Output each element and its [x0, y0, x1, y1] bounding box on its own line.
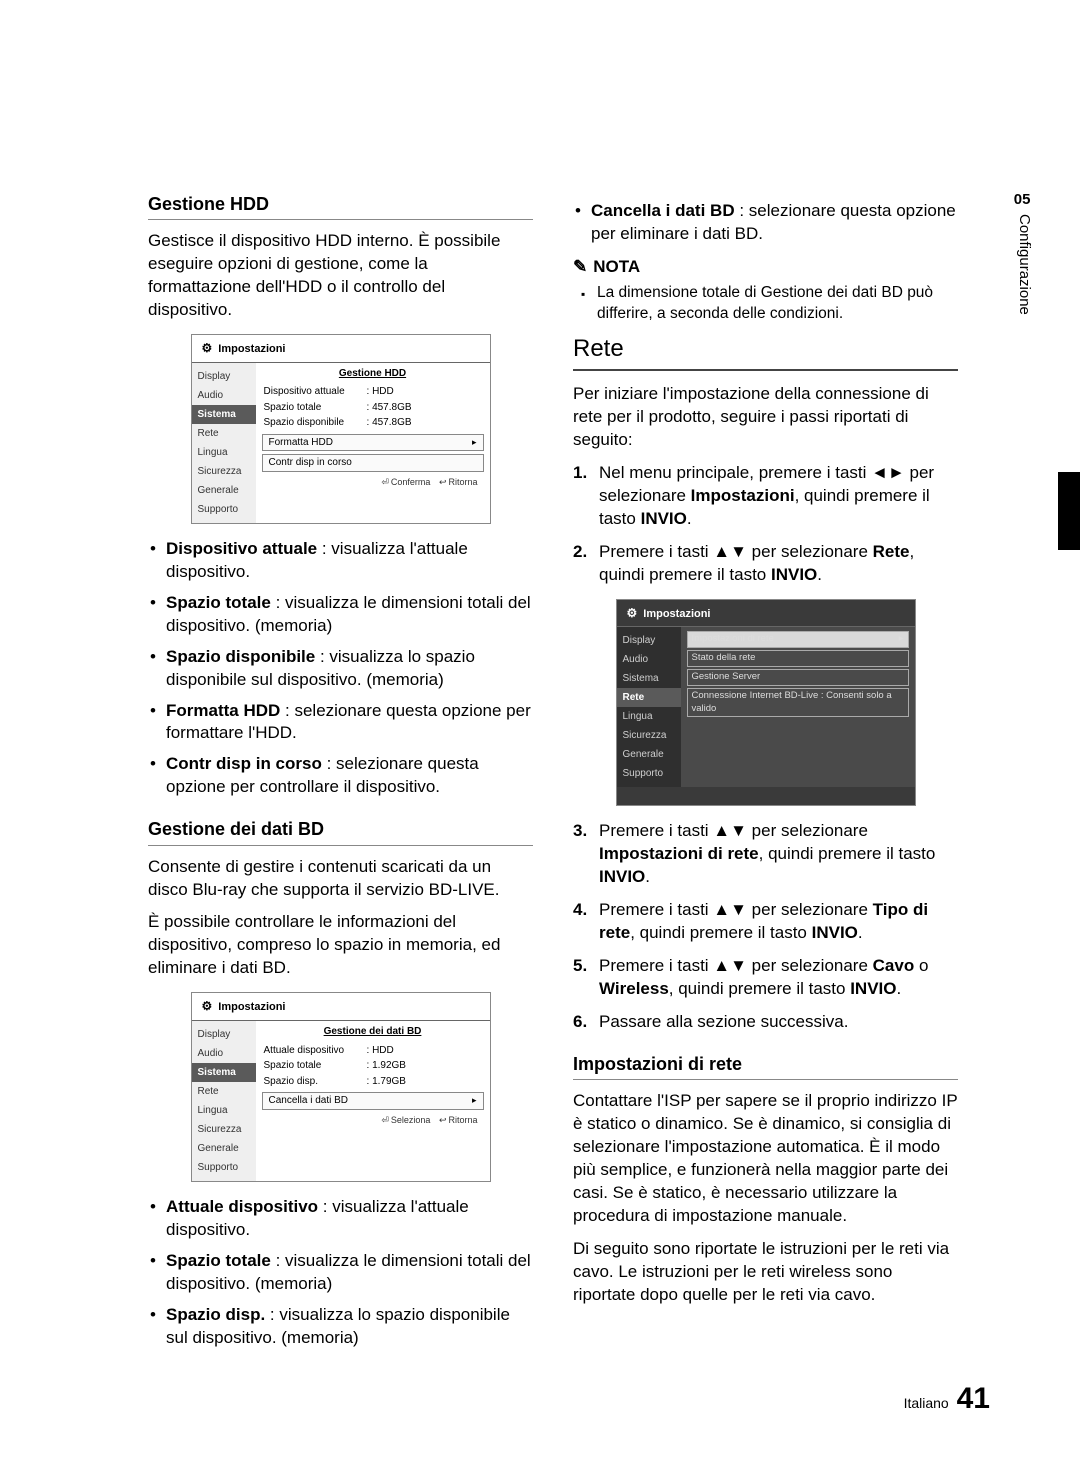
- list-item: Spazio disp. : visualizza lo spazio disp…: [148, 1304, 533, 1350]
- panel-footer: Seleziona Ritorna: [262, 1110, 484, 1132]
- panel-sidebar: DisplayAudioSistemaReteLinguaSicurezzaGe…: [192, 1021, 256, 1181]
- info-row: Spazio totale1.92GB: [262, 1058, 484, 1074]
- text-imp-2: Di seguito sono riportate le istruzioni …: [573, 1238, 958, 1307]
- bullet-list-bd: Attuale dispositivo : visualizza l'attua…: [148, 1196, 533, 1350]
- heading-gestione-hdd: Gestione HDD: [148, 192, 533, 220]
- chapter-number: 05: [1014, 190, 1034, 210]
- step-item: 5.Premere i tasti ▲▼ per selezionare Cav…: [573, 955, 958, 1001]
- right-column: Cancella i dati BD : selezionare questa …: [573, 190, 958, 1360]
- menu-option[interactable]: Connessione Internet BD-Live : Consenti …: [687, 688, 909, 718]
- sidebar-item[interactable]: Lingua: [617, 707, 681, 726]
- sidebar-item[interactable]: Display: [617, 631, 681, 650]
- steps-list-a: 1.Nel menu principale, premere i tasti ◄…: [573, 462, 958, 587]
- sidebar-item[interactable]: Rete: [192, 424, 256, 443]
- text-rete-intro: Per iniziare l'impostazione della connes…: [573, 383, 958, 452]
- info-row: Spazio disp.1.79GB: [262, 1074, 484, 1090]
- heading-impostazioni-rete: Impostazioni di rete: [573, 1052, 958, 1080]
- info-row: Spazio disponibile457.8GB: [262, 415, 484, 431]
- steps-list-b: 3.Premere i tasti ▲▼ per selezionare Imp…: [573, 820, 958, 1034]
- panel-gestione-hdd: Impostazioni DisplayAudioSistemaReteLing…: [191, 334, 491, 524]
- panel-button[interactable]: Formatta HDD: [262, 434, 484, 452]
- bullet-list-hdd: Dispositivo attuale : visualizza l'attua…: [148, 538, 533, 799]
- note-heading: NOTA: [573, 256, 958, 279]
- sidebar-item[interactable]: Sistema: [192, 405, 256, 424]
- step-item: 1.Nel menu principale, premere i tasti ◄…: [573, 462, 958, 531]
- sidebar-item[interactable]: Supporto: [192, 500, 256, 519]
- panel-button[interactable]: Contr disp in corso: [262, 454, 484, 472]
- sidebar-item[interactable]: Display: [192, 1025, 256, 1044]
- sidebar-item[interactable]: Lingua: [192, 1101, 256, 1120]
- sidebar-item[interactable]: Sicurezza: [192, 462, 256, 481]
- page-footer: Italiano 41: [904, 1379, 990, 1420]
- sidebar-item[interactable]: Audio: [617, 650, 681, 669]
- sidebar-item[interactable]: Audio: [192, 386, 256, 405]
- sidebar-item[interactable]: Generale: [192, 1139, 256, 1158]
- panel-rete: Impostazioni DisplayAudioSistemaReteLing…: [616, 599, 916, 807]
- list-item: Formatta HDD : selezionare questa opzion…: [148, 700, 533, 746]
- panel-heading: Gestione HDD: [262, 367, 484, 381]
- panel-main: Gestione HDD Dispositivo attualeHDDSpazi…: [256, 363, 490, 523]
- list-item: Spazio totale : visualizza le dimensioni…: [148, 1250, 533, 1296]
- info-row: Attuale dispositivoHDD: [262, 1043, 484, 1059]
- sidebar-item[interactable]: Sistema: [617, 669, 681, 688]
- panel-sidebar: DisplayAudioSistemaReteLinguaSicurezzaGe…: [617, 627, 681, 787]
- sidebar-item[interactable]: Supporto: [617, 764, 681, 783]
- sidebar-item[interactable]: Rete: [192, 1082, 256, 1101]
- step-item: 6.Passare alla sezione successiva.: [573, 1011, 958, 1034]
- menu-option[interactable]: Stato della rete: [687, 650, 909, 667]
- list-item: Spazio disponibile : visualizza lo spazi…: [148, 646, 533, 692]
- panel-sidebar: DisplayAudioSistemaReteLinguaSicurezzaGe…: [192, 363, 256, 523]
- step-item: 3.Premere i tasti ▲▼ per selezionare Imp…: [573, 820, 958, 889]
- panel-footer: Conferma Ritorna: [262, 472, 484, 494]
- info-row: Dispositivo attualeHDD: [262, 384, 484, 400]
- text-gestione-bd-2: È possibile controllare le informazioni …: [148, 911, 533, 980]
- menu-option[interactable]: Impostazioni di rete▸: [687, 631, 909, 648]
- chapter-tab: 05 Configurazione: [1014, 190, 1034, 315]
- text-gestione-hdd: Gestisce il dispositivo HDD interno. È p…: [148, 230, 533, 322]
- heading-gestione-bd: Gestione dei dati BD: [148, 817, 533, 845]
- panel-title: Impostazioni: [617, 600, 915, 628]
- chapter-name: Configurazione: [1014, 214, 1034, 315]
- label: Cancella i dati BD: [591, 201, 735, 220]
- list-item: Dispositivo attuale : visualizza l'attua…: [148, 538, 533, 584]
- info-row: Spazio totale457.8GB: [262, 400, 484, 416]
- sidebar-item[interactable]: Generale: [617, 745, 681, 764]
- note-item: La dimensione totale di Gestione dei dat…: [573, 283, 958, 325]
- panel-heading: Gestione dei dati BD: [262, 1025, 484, 1039]
- sidebar-item[interactable]: Rete: [617, 688, 681, 707]
- list-item: Attuale dispositivo : visualizza l'attua…: [148, 1196, 533, 1242]
- page-edge-tab: [1058, 472, 1080, 550]
- sidebar-item[interactable]: Lingua: [192, 443, 256, 462]
- page-number: 41: [957, 1382, 990, 1415]
- text-gestione-bd-1: Consente di gestire i contenuti scaricat…: [148, 856, 533, 902]
- menu-option[interactable]: Gestione Server: [687, 669, 909, 686]
- panel-main: Impostazioni di rete▸ Stato della rete Ges…: [681, 627, 915, 787]
- sidebar-item[interactable]: Display: [192, 367, 256, 386]
- list-item: Contr disp in corso : selezionare questa…: [148, 753, 533, 799]
- sidebar-item[interactable]: Generale: [192, 481, 256, 500]
- panel-button[interactable]: Cancella i dati BD: [262, 1092, 484, 1110]
- text-imp-1: Contattare l'ISP per sapere se il propri…: [573, 1090, 958, 1228]
- sidebar-item[interactable]: Sicurezza: [192, 1120, 256, 1139]
- enter-hint: Seleziona: [381, 1115, 430, 1125]
- list-item: Spazio totale : visualizza le dimensioni…: [148, 592, 533, 638]
- return-hint: Ritorna: [439, 477, 478, 487]
- panel-main: Gestione dei dati BD Attuale dispositivo…: [256, 1021, 490, 1181]
- sidebar-item[interactable]: Sicurezza: [617, 726, 681, 745]
- return-hint: Ritorna: [439, 1115, 478, 1125]
- list-item: Cancella i dati BD : selezionare questa …: [573, 200, 958, 246]
- panel-title: Impostazioni: [192, 993, 490, 1021]
- sidebar-item[interactable]: Sistema: [192, 1063, 256, 1082]
- heading-rete: Rete: [573, 333, 958, 371]
- panel-title: Impostazioni: [192, 335, 490, 363]
- sidebar-item[interactable]: Audio: [192, 1044, 256, 1063]
- sidebar-item[interactable]: Supporto: [192, 1158, 256, 1177]
- footer-language: Italiano: [904, 1395, 949, 1411]
- bullet-cancel-bd: Cancella i dati BD : selezionare questa …: [573, 200, 958, 246]
- left-column: Gestione HDD Gestisce il dispositivo HDD…: [148, 190, 533, 1360]
- step-item: 4.Premere i tasti ▲▼ per selezionare Tip…: [573, 899, 958, 945]
- panel-gestione-bd: Impostazioni DisplayAudioSistemaReteLing…: [191, 992, 491, 1182]
- enter-hint: Conferma: [381, 477, 430, 487]
- step-item: 2.Premere i tasti ▲▼ per selezionare Ret…: [573, 541, 958, 587]
